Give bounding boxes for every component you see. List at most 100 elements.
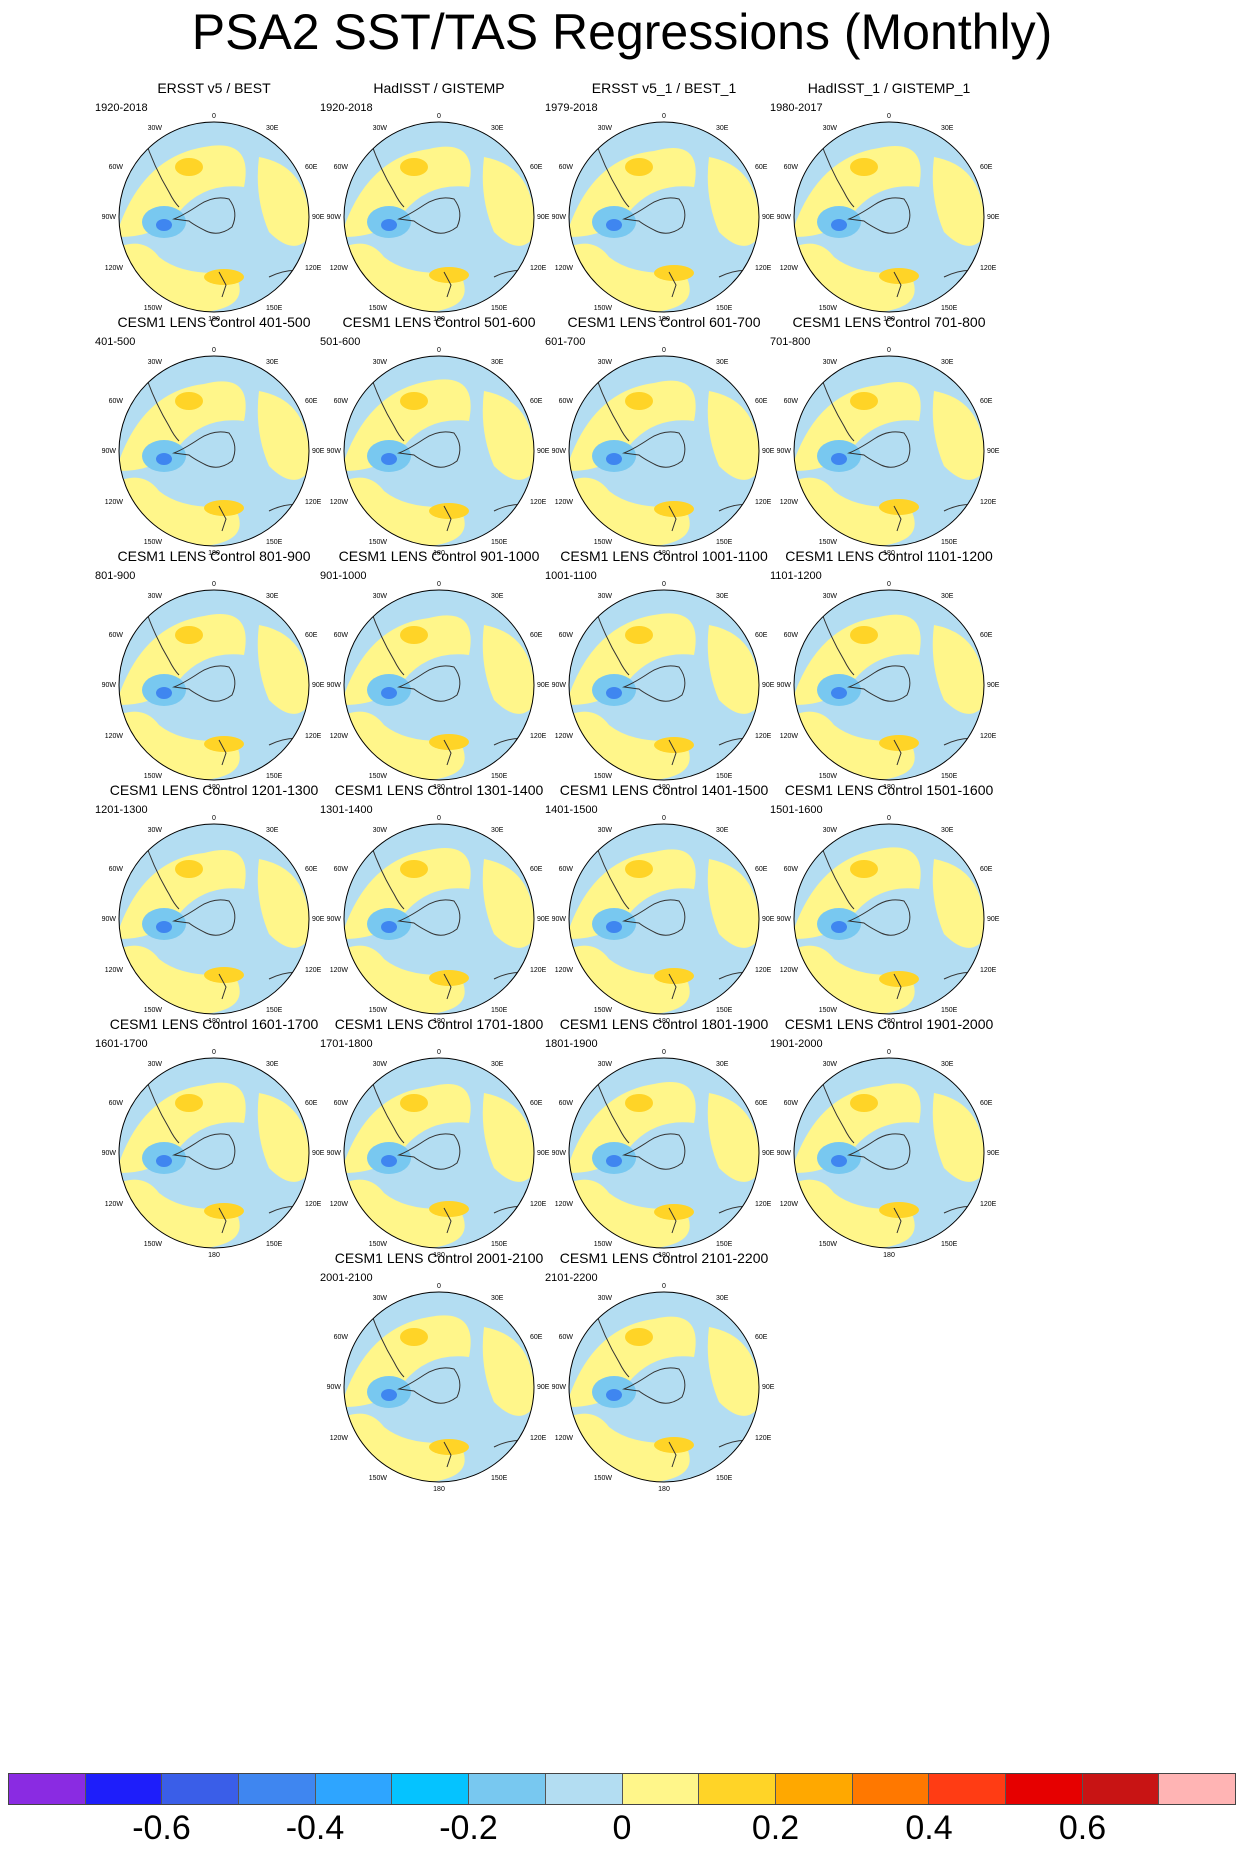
regression-field: [569, 1058, 759, 1248]
longitude-label: 180: [883, 1018, 895, 1025]
longitude-label: 30E: [716, 593, 729, 600]
antarctica-coastline: [397, 197, 461, 234]
positive-anomaly: [429, 1201, 469, 1217]
longitude-label: 120E: [980, 499, 997, 506]
longitude-label: 150E: [716, 539, 733, 546]
longitude-label: 60E: [305, 632, 318, 639]
new-zealand-coastline: [218, 1207, 227, 1234]
longitude-label: 150E: [491, 1007, 508, 1014]
new-zealand-coastline: [218, 739, 227, 766]
longitude-label: 30E: [266, 827, 279, 834]
map-border: [118, 355, 310, 547]
new-zealand-coastline: [443, 739, 452, 766]
longitude-label: 90W: [552, 916, 567, 923]
antarctica-coastline: [172, 899, 236, 936]
panel-period: 1920-2018: [95, 102, 148, 114]
longitude-label: 150W: [369, 539, 388, 546]
longitude-label: 30E: [491, 1295, 504, 1302]
map-panel-grid: ERSST v5 / BEST 1920-2018 0 30W 30E 60W 60E 90W…: [89, 80, 1000, 1520]
polar-map: 0 30W 30E 60W 60E 90W 90E 120W 120E 150W 150E 180: [552, 1049, 775, 1259]
longitude-label: 150W: [144, 1007, 163, 1014]
antarctica-coastline: [847, 431, 911, 468]
longitude-label: 60E: [305, 398, 318, 405]
longitude-label: 90E: [762, 682, 775, 689]
longitude-label: 120W: [780, 265, 799, 272]
longitude-label: 60E: [755, 164, 768, 171]
regression-field: [569, 590, 759, 780]
panel-period: 1501-1600: [770, 804, 823, 816]
longitude-label: 30W: [373, 125, 388, 132]
longitude-label: 90E: [762, 448, 775, 455]
longitude-label: 120E: [755, 265, 772, 272]
south-america-coastline: [143, 136, 180, 208]
new-zealand-coastline: [893, 973, 902, 1000]
regression-field: [344, 824, 534, 1014]
panel-period: 601-700: [545, 336, 586, 348]
longitude-label: 60W: [109, 398, 124, 405]
south-america-coastline: [818, 370, 855, 442]
positive-anomaly: [707, 391, 759, 480]
positive-anomaly: [204, 736, 244, 752]
map-border: [568, 121, 760, 313]
longitude-label: 60W: [109, 632, 124, 639]
longitude-label: 90E: [312, 916, 325, 923]
positive-anomaly: [257, 859, 309, 948]
longitude-label: 180: [883, 316, 895, 323]
longitude-label: 150E: [716, 1241, 733, 1248]
map-border: [118, 1057, 310, 1249]
positive-anomaly: [654, 265, 694, 281]
longitude-label: 90W: [102, 682, 117, 689]
longitude-label: 120E: [305, 499, 322, 506]
antarctica-coastline: [622, 431, 686, 468]
colorbar-box: [699, 1774, 776, 1804]
polar-map: 0 30W 30E 60W 60E 90W 90E 120W 120E 150W 150E 180: [102, 347, 325, 557]
polar-map: 0 30W 30E 60W 60E 90W 90E 120W 120E 150W 150E 180: [327, 1283, 550, 1493]
longitude-label: 150W: [819, 1007, 838, 1014]
longitude-label: 150E: [716, 305, 733, 312]
longitude-label: 180: [883, 550, 895, 557]
map-border: [568, 589, 760, 781]
new-zealand-coastline: [668, 271, 677, 298]
longitude-label: 150W: [369, 773, 388, 780]
map-panel: CESM1 LENS Control 1701-1800 1701-1800 0 30…: [314, 1016, 564, 1286]
longitude-label: 30E: [491, 359, 504, 366]
longitude-label: 150W: [369, 305, 388, 312]
longitude-label: 0: [662, 815, 666, 822]
antarctica-coastline: [847, 1133, 911, 1170]
new-zealand-coastline: [668, 1207, 677, 1234]
antarctica-coastline: [847, 899, 911, 936]
longitude-label: 120E: [305, 1201, 322, 1208]
panel-title: CESM1 LENS Control 2001-2100: [334, 1250, 544, 1266]
longitude-label: 120E: [980, 967, 997, 974]
longitude-label: 120W: [555, 1435, 574, 1442]
panel-title: CESM1 LENS Control 2101-2200: [559, 1250, 769, 1266]
negative-anomaly: [156, 453, 172, 465]
positive-anomaly: [175, 392, 203, 410]
longitude-label: 60E: [530, 1100, 543, 1107]
regression-field: [794, 122, 984, 312]
map-panel: CESM1 LENS Control 1301-1400 1301-1400 0 30…: [314, 782, 564, 1052]
polar-map: 0 30W 30E 60W 60E 90W 90E 120W 120E 150W 150E 180: [327, 581, 550, 791]
longitude-label: 0: [887, 815, 891, 822]
longitude-label: 90E: [987, 1150, 1000, 1157]
antarctica-coastline: [397, 431, 461, 468]
longitude-label: 0: [437, 1283, 441, 1290]
positive-anomaly: [707, 625, 759, 714]
positive-anomaly: [654, 968, 694, 984]
positive-anomaly: [932, 157, 984, 246]
panel-title: CESM1 LENS Control 1801-1900: [559, 1016, 769, 1032]
longitude-label: 150W: [144, 1241, 163, 1248]
panel-title: CESM1 LENS Control 1701-1800: [334, 1016, 544, 1032]
longitude-label: 180: [208, 1018, 220, 1025]
map-panel: CESM1 LENS Control 2101-2200 2101-2200 0 30…: [539, 1250, 789, 1520]
positive-anomaly: [429, 1439, 469, 1455]
positive-anomaly: [932, 859, 984, 948]
longitude-label: 30E: [716, 1061, 729, 1068]
south-america-coastline: [368, 1072, 405, 1144]
longitude-label: 180: [658, 784, 670, 791]
longitude-label: 0: [437, 581, 441, 588]
panel-title: CESM1 LENS Control 601-700: [567, 314, 761, 330]
panel-period: 701-800: [770, 336, 811, 348]
longitude-label: 90E: [537, 1384, 550, 1391]
map-panel: CESM1 LENS Control 1201-1300 1201-1300 0 30…: [89, 782, 339, 1052]
